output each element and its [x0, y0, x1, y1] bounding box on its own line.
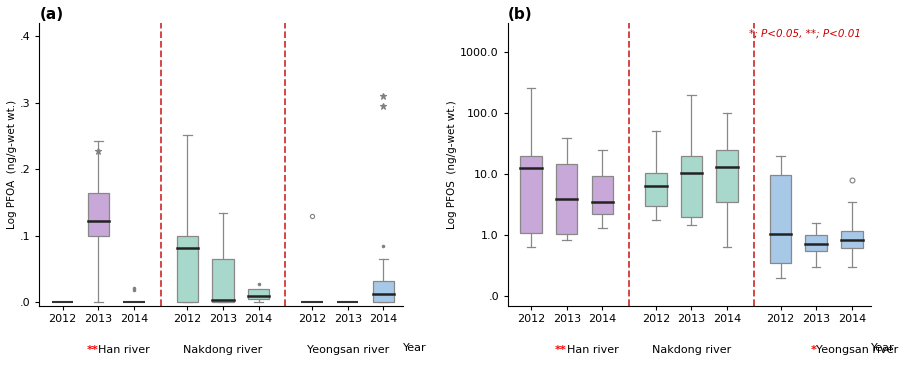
Bar [556, 163, 577, 234]
Bar [177, 236, 198, 303]
Text: *; P<0.05, **; P<0.01: *; P<0.05, **; P<0.01 [749, 29, 861, 39]
Bar [805, 235, 827, 251]
Text: **: ** [87, 345, 98, 355]
Y-axis label: Log PFOA  (ng/g-wet wt.): Log PFOA (ng/g-wet wt.) [7, 100, 17, 229]
Bar [681, 156, 702, 217]
Text: Year: Year [403, 343, 427, 352]
Text: *: * [810, 345, 816, 355]
Bar [212, 259, 234, 303]
Text: **: ** [555, 345, 566, 355]
Text: Nakdong river: Nakdong river [183, 345, 262, 355]
Text: (b): (b) [508, 7, 532, 22]
Bar [770, 175, 791, 263]
Text: (a): (a) [40, 7, 64, 22]
Bar [842, 231, 862, 248]
Bar [716, 150, 738, 202]
Bar [373, 281, 394, 303]
Y-axis label: Log PFOS  (ng/g-wet wt.): Log PFOS (ng/g-wet wt.) [447, 100, 457, 229]
Text: Yeongsan river: Yeongsan river [307, 345, 389, 355]
Text: Han river: Han river [566, 345, 619, 355]
Text: Year: Year [871, 343, 895, 352]
Text: Nakdong river: Nakdong river [652, 345, 732, 355]
Bar [520, 156, 542, 233]
Bar [248, 289, 270, 299]
Bar [592, 176, 613, 214]
Text: Han river: Han river [98, 345, 150, 355]
Text: Yeongsan river: Yeongsan river [816, 345, 898, 355]
Bar [645, 173, 667, 206]
Bar [87, 193, 109, 236]
